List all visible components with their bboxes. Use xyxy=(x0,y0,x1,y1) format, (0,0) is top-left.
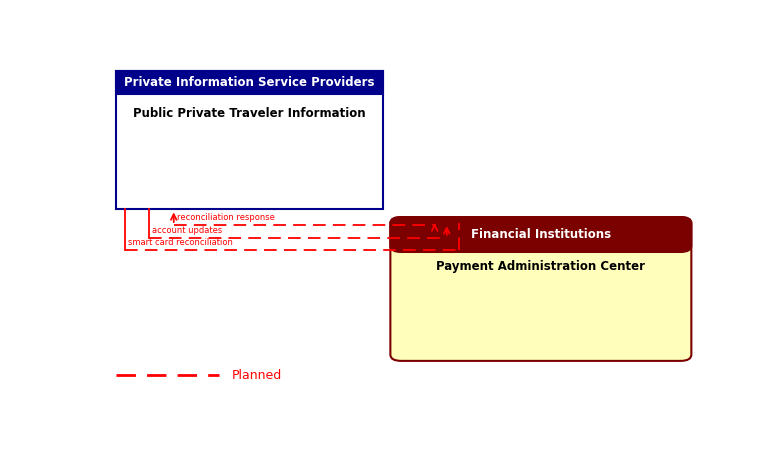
Text: Payment Administration Center: Payment Administration Center xyxy=(436,260,645,273)
Bar xyxy=(403,233,679,246)
Text: reconciliation response: reconciliation response xyxy=(177,213,275,222)
Text: Planned: Planned xyxy=(232,369,282,382)
FancyBboxPatch shape xyxy=(391,217,691,252)
Text: Financial Institutions: Financial Institutions xyxy=(471,228,611,241)
Bar xyxy=(116,71,383,209)
Text: Private Information Service Providers: Private Information Service Providers xyxy=(124,76,375,89)
FancyBboxPatch shape xyxy=(391,217,691,361)
Text: smart card reconciliation: smart card reconciliation xyxy=(128,238,233,247)
Bar xyxy=(116,71,383,94)
Text: Public Private Traveler Information: Public Private Traveler Information xyxy=(133,107,366,120)
Text: account updates: account updates xyxy=(153,226,222,235)
